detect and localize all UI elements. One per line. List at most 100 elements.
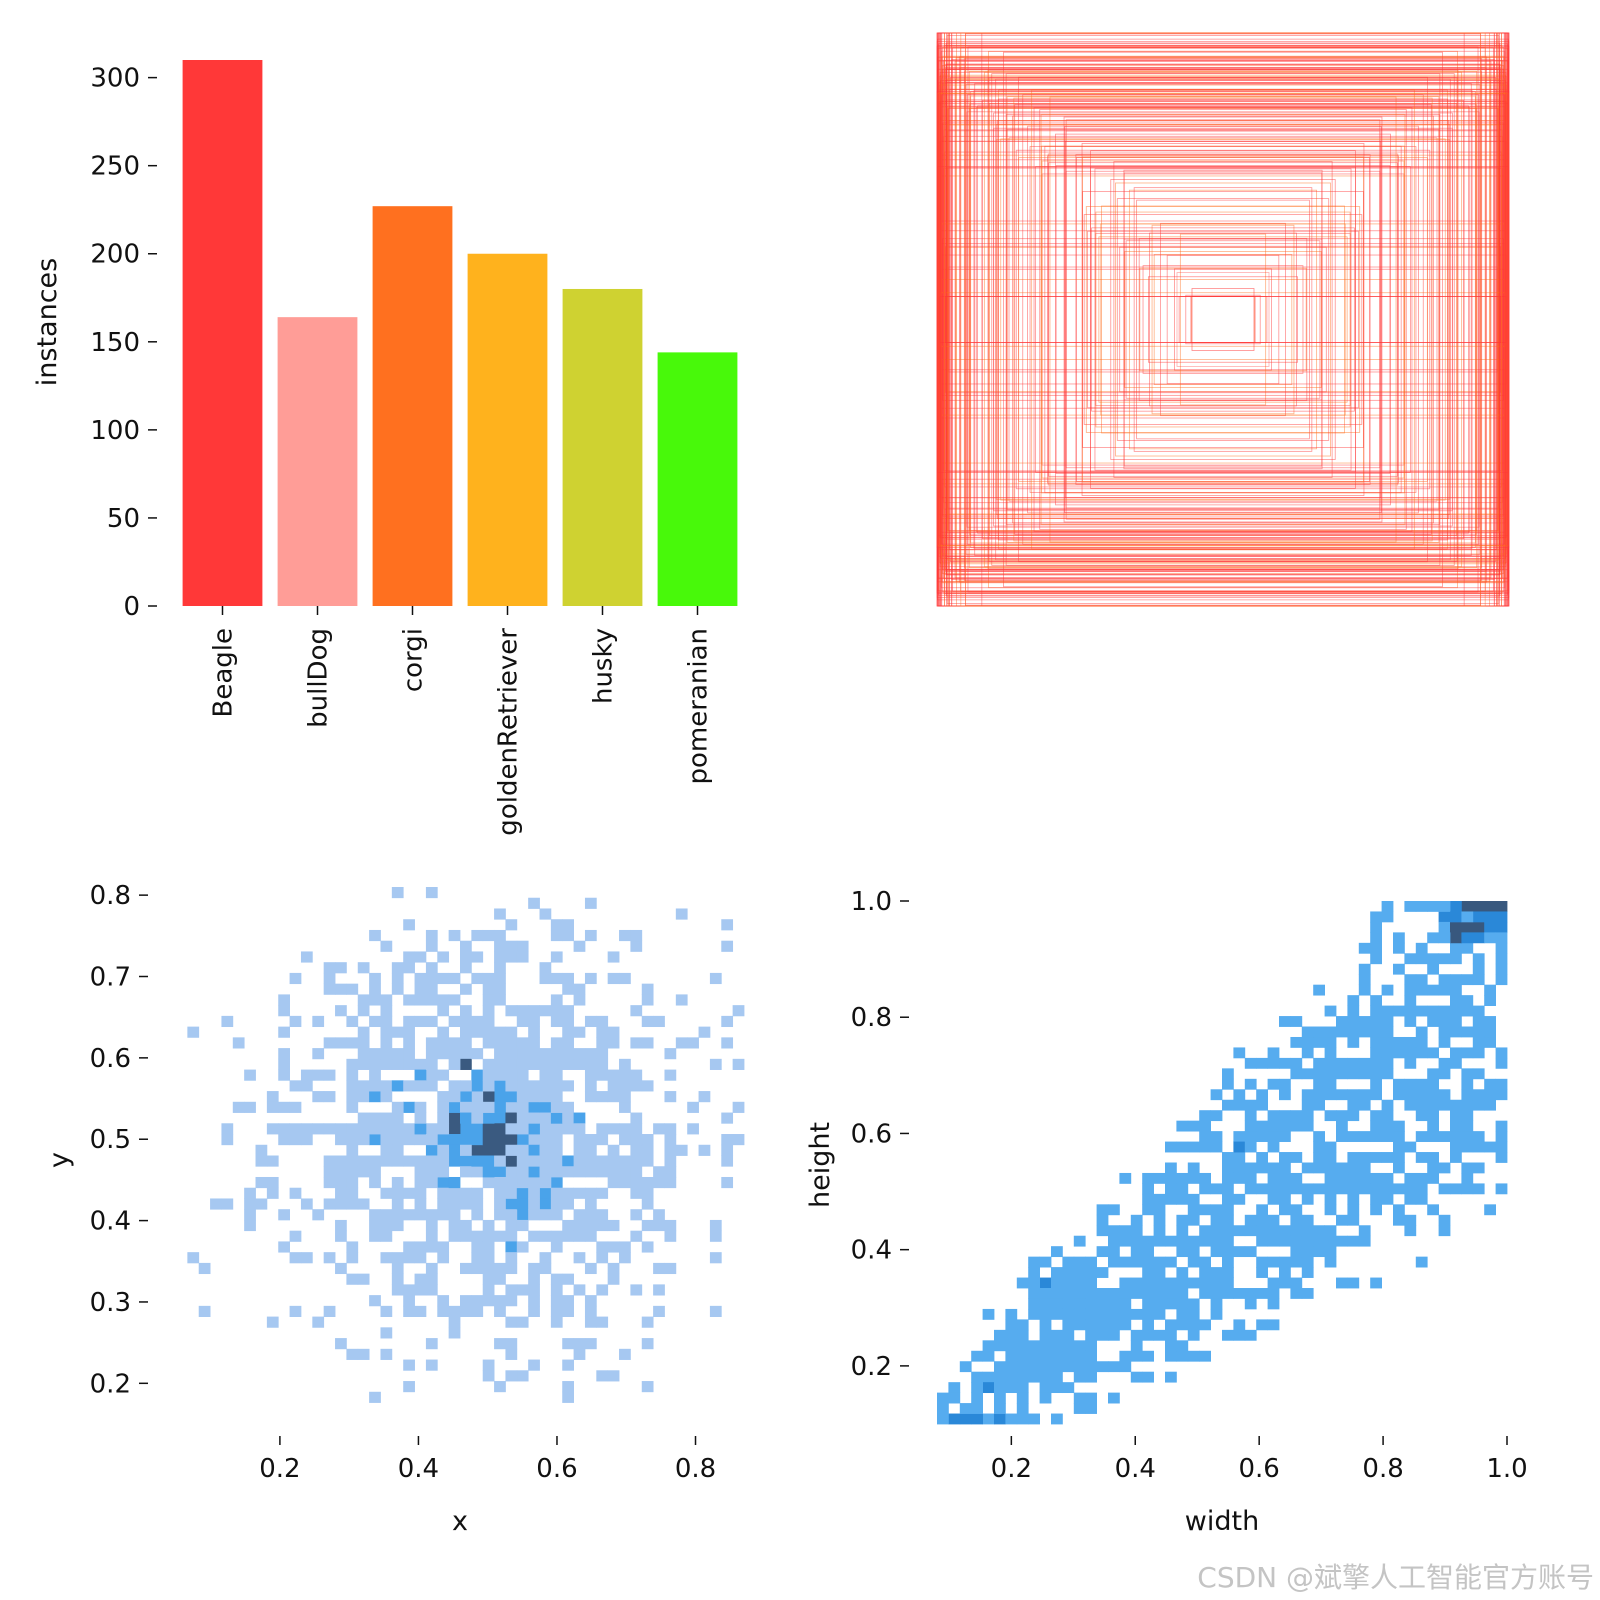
- heatmap-cell: [494, 1144, 506, 1156]
- heatmap-cell: [528, 1058, 540, 1070]
- heatmap-cell: [607, 1037, 620, 1049]
- bounding-box: [988, 50, 1458, 589]
- heatmap-cell: [1450, 1026, 1462, 1038]
- heatmap-cell: [607, 1262, 620, 1275]
- heatmap-cell: [596, 1155, 609, 1167]
- heatmap-cell: [471, 1048, 484, 1060]
- heatmap-cell: [630, 1166, 643, 1178]
- heatmap-cell: [675, 1037, 688, 1049]
- heatmap-cell: [1176, 1120, 1189, 1132]
- heatmap-cell: [471, 1198, 484, 1210]
- heatmap-cell: [971, 1382, 983, 1394]
- heatmap-cell: [1119, 1308, 1132, 1320]
- bar-corgi: [372, 206, 453, 606]
- heatmap-cell: [709, 1230, 722, 1242]
- heatmap-cell: [1427, 1068, 1439, 1080]
- heatmap-cell: [505, 951, 518, 963]
- heatmap-cell: [1301, 1089, 1314, 1101]
- heatmap-cell: [391, 1134, 404, 1146]
- heatmap-cell: [255, 1144, 268, 1156]
- heatmap-cell: [232, 1037, 245, 1049]
- y-tick-label: 0.7: [90, 963, 131, 993]
- heatmap-cell: [653, 1262, 665, 1275]
- heatmap-cell: [482, 1230, 495, 1242]
- heatmap-cell: [516, 1123, 529, 1135]
- heatmap-cell: [994, 1361, 1006, 1373]
- bounding-box: [1075, 154, 1371, 485]
- heatmap-cell: [562, 1155, 574, 1167]
- heatmap-cell: [1142, 1308, 1154, 1320]
- heatmap-cell: [471, 972, 484, 985]
- heatmap-cell: [460, 951, 472, 963]
- bounding-box: [1110, 179, 1336, 460]
- heatmap-cell: [1256, 1288, 1268, 1299]
- heatmap-cell: [1290, 1120, 1303, 1132]
- heatmap-cell: [1210, 1089, 1223, 1101]
- heatmap-cell: [1244, 1288, 1257, 1299]
- heatmap-cell: [664, 1069, 677, 1081]
- heatmap-cell: [1301, 1235, 1314, 1247]
- heatmap-cell: [471, 1123, 484, 1135]
- heatmap-cell: [1336, 1110, 1348, 1122]
- bounding-box: [940, 223, 1506, 416]
- heatmap-cell: [1051, 1382, 1063, 1394]
- heatmap-cell: [369, 1048, 381, 1060]
- heatmap-cell: [437, 1026, 450, 1038]
- heatmap-cell: [448, 1091, 461, 1103]
- watermark: CSDN @斌擎人工智能官方账号: [1197, 1561, 1594, 1594]
- heatmap-cell: [1256, 1225, 1268, 1237]
- heatmap-cell: [369, 1080, 381, 1092]
- y-tick-label: 0.8: [851, 1003, 892, 1033]
- heatmap-cell: [403, 1080, 415, 1092]
- heatmap-cell: [516, 1284, 529, 1296]
- heatmap-cell: [346, 983, 359, 995]
- heatmap-cell: [1187, 1235, 1200, 1247]
- bounding-box: [1153, 254, 1293, 385]
- bounding-box: [945, 69, 1501, 570]
- heatmap-cell: [1381, 1131, 1394, 1142]
- heatmap-cell: [1062, 1298, 1075, 1310]
- bounding-box: [937, 32, 1509, 607]
- bounding-box: [974, 83, 1472, 556]
- heatmap-cell: [1222, 1214, 1234, 1226]
- heatmap-cell: [1187, 1256, 1200, 1268]
- heatmap-cell: [641, 983, 654, 995]
- bounding-box: [939, 32, 1507, 607]
- heatmap-cell: [357, 1091, 370, 1103]
- heatmap-cell: [1073, 1392, 1086, 1404]
- heatmap-cell: [1256, 1214, 1268, 1226]
- heatmap-cell: [1381, 1068, 1394, 1080]
- heatmap-cell: [505, 1338, 518, 1350]
- heatmap-cell: [516, 1144, 529, 1156]
- heatmap-cell: [1210, 1298, 1223, 1310]
- heatmap-cell: [391, 1155, 404, 1167]
- heatmap-cell: [505, 1166, 518, 1178]
- heatmap-cell: [300, 1252, 313, 1264]
- heatmap-cell: [1427, 1047, 1439, 1059]
- heatmap-cell: [1324, 1193, 1337, 1205]
- heatmap-cell: [1324, 1204, 1337, 1216]
- heatmap-cell: [607, 1080, 620, 1092]
- heatmap-cell: [573, 1144, 586, 1156]
- y-tick-label: 0.2: [90, 1369, 131, 1399]
- bounding-box: [942, 238, 1504, 401]
- heatmap-cell: [403, 994, 415, 1006]
- heatmap-cell: [244, 1198, 256, 1210]
- heatmap-cell: [630, 1080, 643, 1092]
- heatmap-cell: [584, 897, 597, 909]
- y-tick-label: 100: [90, 416, 140, 446]
- heatmap-cell: [1244, 1183, 1257, 1195]
- heatmap-cell: [641, 1037, 654, 1049]
- heatmap-cell: [573, 1284, 586, 1296]
- heatmap-cell: [1267, 1162, 1280, 1174]
- heatmap-cell: [1108, 1392, 1120, 1404]
- heatmap-cell: [528, 1091, 540, 1103]
- heatmap-cell: [425, 929, 438, 942]
- heatmap-cell: [1370, 1089, 1382, 1101]
- heatmap-cell: [596, 1015, 609, 1028]
- heatmap-cell: [505, 1241, 518, 1253]
- heatmap-cell: [1142, 1350, 1154, 1362]
- heatmap-cell: [482, 1219, 495, 1232]
- heatmap-cell: [494, 1058, 506, 1070]
- heatmap-cell: [1210, 1267, 1223, 1278]
